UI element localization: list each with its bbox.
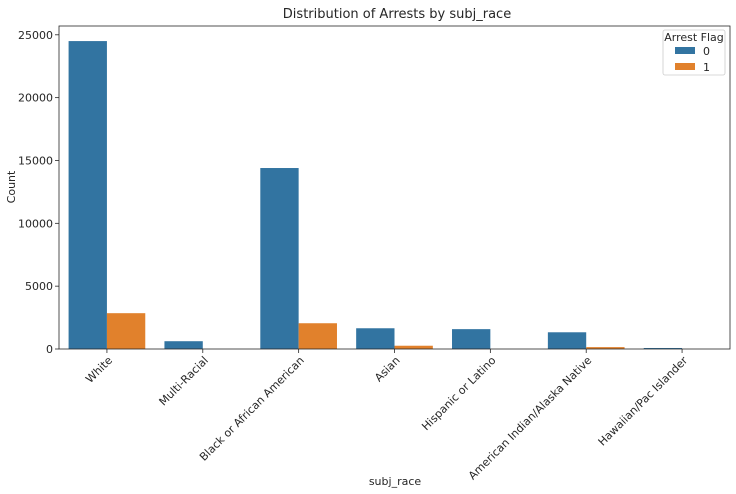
- legend-title: Arrest Flag: [664, 31, 724, 44]
- y-tick-label: 15000: [18, 154, 53, 167]
- bar-hawaiian-pac-islander-flag-0: [643, 347, 683, 349]
- bar-american-indian-alaska-native-flag-0: [547, 332, 587, 349]
- legend: Arrest Flag 0 1: [662, 29, 726, 76]
- legend-swatch-0: [675, 47, 695, 54]
- y-tick-label: 5000: [25, 280, 53, 293]
- bars-group: [68, 41, 683, 349]
- y-axis-label: Count: [5, 170, 18, 203]
- y-tick-label: 10000: [18, 217, 53, 230]
- bar-asian-flag-1: [394, 345, 433, 349]
- bar-white-flag-0: [68, 41, 107, 349]
- y-axis-ticks: 0 5000 10000 15000 20000 25000: [18, 29, 59, 356]
- bar-black-or-african-american-flag-1: [298, 323, 337, 349]
- y-tick-label: 25000: [18, 29, 53, 42]
- bar-multi-racial-flag-0: [164, 341, 203, 349]
- x-tick-label: Hawaiian/Pac Islander: [596, 354, 691, 449]
- bar-asian-flag-0: [356, 328, 395, 349]
- x-axis-label: subj_race: [369, 475, 422, 488]
- legend-label-0: 0: [703, 45, 710, 58]
- x-tick-label: Black or African American: [197, 354, 307, 464]
- bar-black-or-african-american-flag-0: [260, 168, 299, 349]
- x-tick-label: White: [83, 354, 115, 386]
- bar-american-indian-alaska-native-flag-1: [586, 347, 625, 349]
- bar-white-flag-1: [106, 313, 146, 349]
- legend-label-1: 1: [703, 61, 710, 74]
- bar-hispanic-or-latino-flag-0: [452, 329, 491, 349]
- legend-swatch-1: [675, 63, 695, 70]
- x-tick-label: Multi-Racial: [157, 354, 211, 408]
- chart-title: Distribution of Arrests by subj_race: [283, 7, 511, 22]
- plot-frame: [58, 25, 731, 350]
- x-tick-label: Asian: [372, 354, 402, 384]
- x-tick-label: Hispanic or Latino: [419, 354, 498, 433]
- y-tick-label: 20000: [18, 92, 53, 105]
- y-tick-label: 0: [46, 343, 53, 356]
